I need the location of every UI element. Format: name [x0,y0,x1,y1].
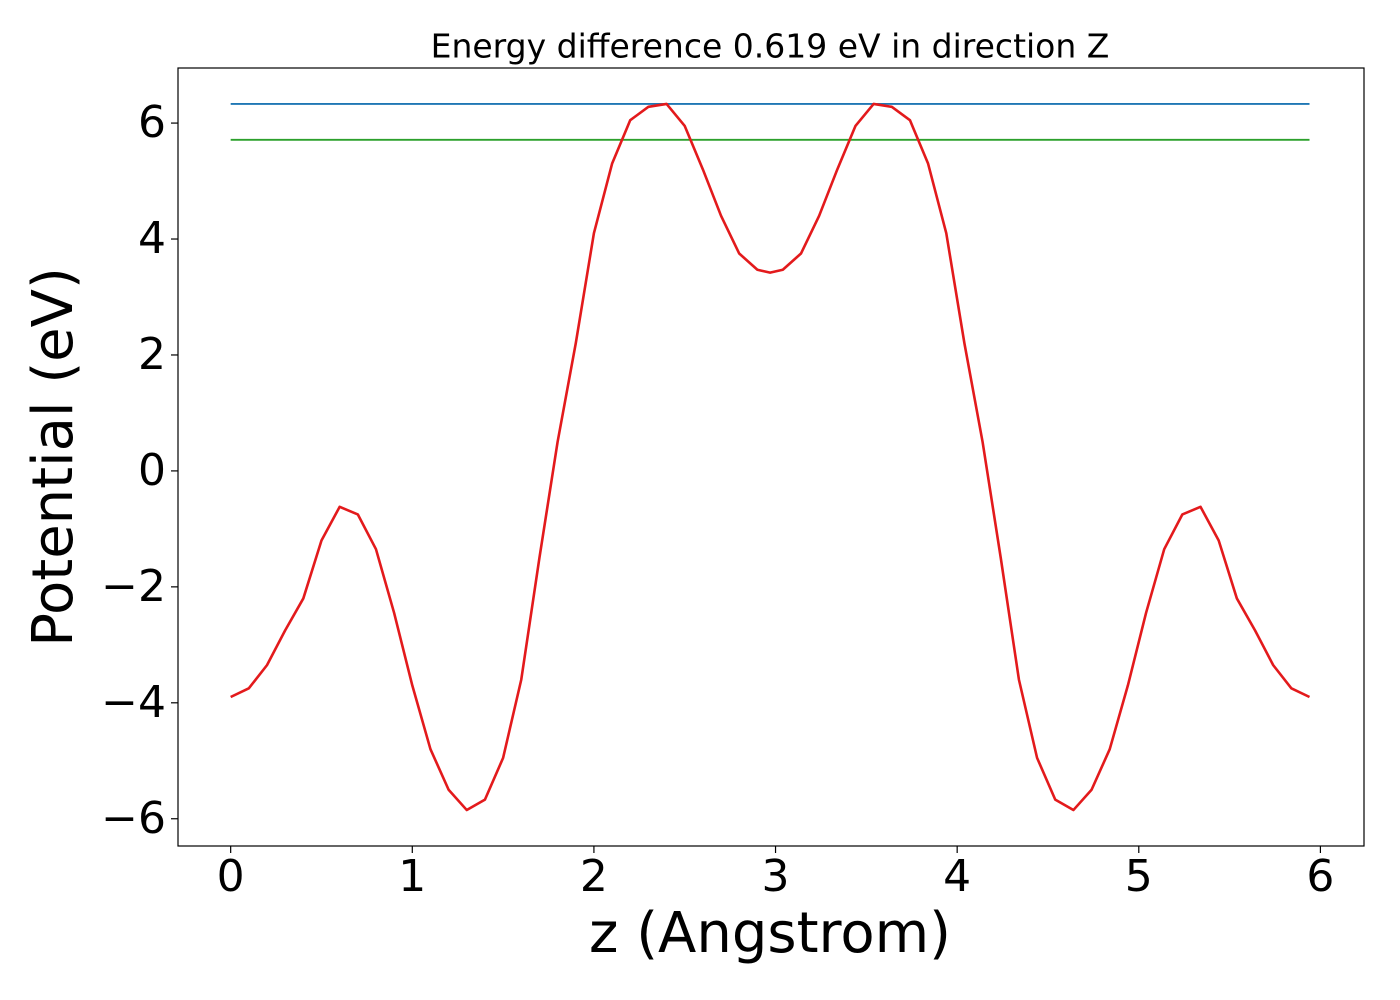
x-tick-label: 0 [217,851,245,902]
plot-frame [177,67,1365,847]
chart-title: Energy difference 0.619 eV in direction … [431,27,1110,66]
y-tick-label: −4 [101,677,166,728]
y-tick-label: 6 [138,97,166,148]
y-tick-label: −6 [101,793,166,844]
x-tick-label: 4 [943,851,971,902]
data-line [230,102,1311,812]
y-tick-label: 2 [138,329,166,380]
y-tick-label: 4 [138,213,166,264]
x-tick-label: 1 [398,851,426,902]
x-axis-label: z (Angstrom) [589,901,951,966]
y-axis-label: Potential (eV) [21,267,86,647]
x-tick-label: 3 [762,851,790,902]
y-tick-label: 0 [138,445,166,496]
x-tick-label: 2 [580,851,608,902]
x-tick-label: 6 [1306,851,1334,902]
y-tick-label: −2 [101,561,166,612]
x-tick-label: 5 [1125,851,1153,902]
